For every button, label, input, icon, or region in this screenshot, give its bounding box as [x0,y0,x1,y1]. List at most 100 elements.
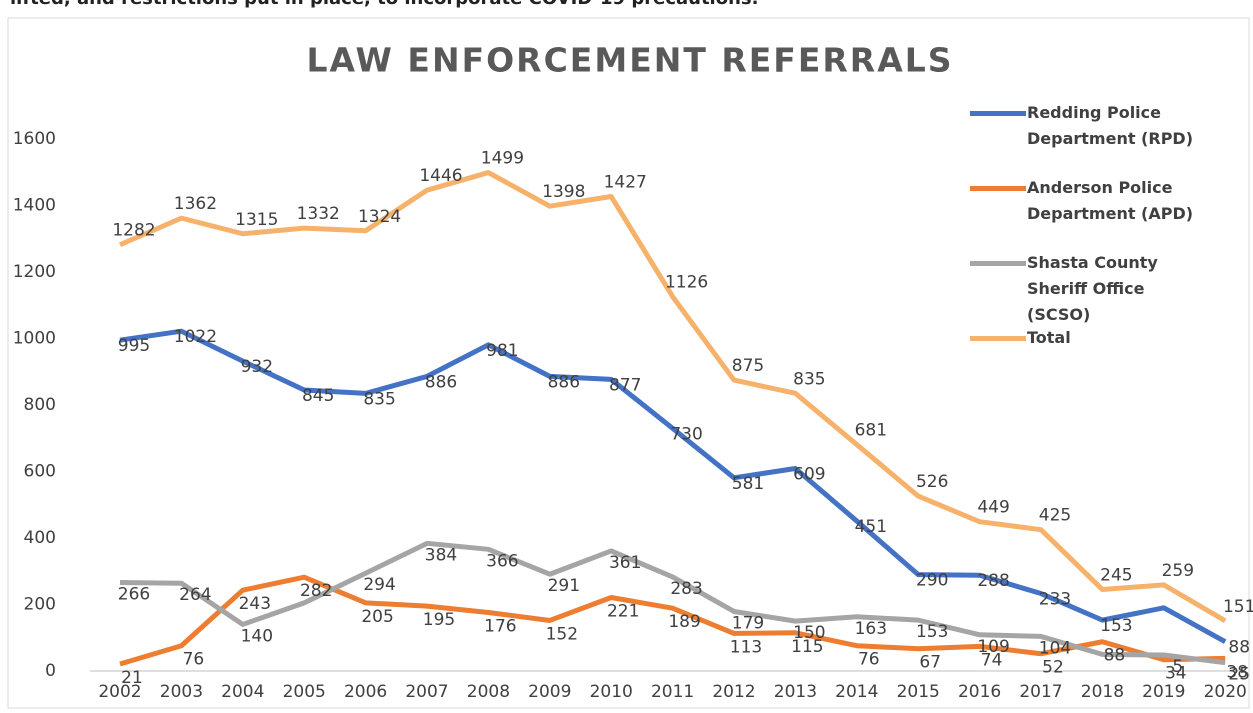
data-label: 282 [300,581,332,601]
legend-swatch [970,261,1026,266]
data-label: 291 [548,576,580,596]
data-label: 5 [1172,657,1183,677]
data-label: 25 [1228,665,1250,685]
legend-item: Redding Police Department (RPD) [970,100,1210,175]
data-label: 115 [791,637,823,657]
y-tick-label: 200 [24,595,56,615]
legend-label: Total [1027,328,1071,347]
data-label: 233 [1039,590,1071,610]
data-label: 264 [179,585,211,605]
data-label: 526 [916,472,948,492]
data-label: 153 [916,622,948,642]
series-line [119,328,1227,644]
x-tick-label: 2009 [528,682,571,702]
data-label: 179 [732,613,764,633]
data-label: 151 [1223,597,1253,617]
data-label: 76 [183,650,205,670]
data-label: 886 [425,372,457,392]
data-label: 681 [855,421,887,441]
data-label: 38 [1226,662,1248,682]
data-label: 1362 [174,194,217,214]
legend-item: Total [970,325,1210,400]
data-label: 1398 [542,182,585,202]
x-tick-label: 2002 [98,682,141,702]
data-label: 1126 [665,273,708,293]
data-label: 163 [855,619,887,639]
data-label: 581 [732,474,764,494]
data-label: 845 [302,386,334,406]
x-tick-label: 2018 [1081,682,1124,702]
data-label: 877 [609,375,641,395]
data-label: 67 [919,653,941,673]
legend-item: Anderson Police Department (APD) [970,175,1210,250]
x-tick-label: 2017 [1019,682,1062,702]
data-label: 52 [1042,658,1064,678]
data-label: 1282 [112,221,155,241]
x-tick-label: 2014 [835,682,878,702]
x-tick-label: 2005 [283,682,326,702]
data-label: 425 [1039,506,1071,526]
data-label: 283 [670,579,702,599]
y-tick-label: 0 [45,661,56,681]
data-label: 153 [1100,616,1132,636]
x-tick-label: 2011 [651,682,694,702]
data-label: 152 [546,624,578,644]
data-label: 294 [363,575,395,595]
legend-label: Shasta County Sheriff Office (SCSO) [1027,253,1158,324]
data-label: 366 [486,551,518,571]
data-label: 1499 [481,149,524,169]
chart-title: LAW ENFORCEMENT REFERRALS [306,41,953,80]
data-label: 451 [855,517,887,537]
data-label: 205 [361,607,393,627]
x-tick-label: 2003 [160,682,203,702]
data-label: 981 [486,341,518,361]
data-label: 288 [977,571,1009,591]
x-tick-label: 2010 [590,682,633,702]
y-tick-label: 800 [24,395,56,415]
data-label: 886 [548,372,580,392]
legend-label: Anderson Police Department (APD) [1027,178,1194,223]
data-label: 243 [239,594,271,614]
data-label: 195 [423,610,455,630]
data-label: 932 [241,357,273,377]
x-tick-label: 2008 [467,682,510,702]
data-label: 104 [1039,638,1071,658]
data-label: 21 [121,668,143,688]
data-label: 835 [793,369,825,389]
x-tick-label: 2020 [1204,682,1247,702]
page-note: lifted, and restrictions put in place, t… [10,0,758,9]
data-label: 245 [1100,566,1132,586]
y-tick-label: 400 [24,528,56,548]
data-label: 150 [793,623,825,643]
y-tick-label: 1200 [13,262,56,282]
data-label: 1022 [174,327,217,347]
data-label: 266 [118,585,150,605]
data-label: 1446 [419,166,462,186]
data-label: 1332 [297,204,340,224]
data-label: 361 [609,553,641,573]
x-tick-label: 2007 [405,682,448,702]
y-tick-label: 600 [24,462,56,482]
data-label: 140 [241,626,273,646]
y-tick-label: 1000 [13,329,56,349]
series-line [119,540,1226,666]
data-label: 449 [977,498,1009,518]
legend-swatch [970,336,1026,341]
y-tick-label: 1400 [13,196,56,216]
data-label: 88 [1228,638,1250,658]
data-label: 290 [916,571,948,591]
data-label: 384 [425,545,457,565]
series-line [119,574,1226,667]
data-label: 189 [668,612,700,632]
data-label: 875 [732,356,764,376]
data-label: 221 [607,602,639,622]
y-tick-label: 1600 [13,129,56,149]
legend: Redding Police Department (RPD) Anderson … [970,100,1210,400]
x-tick-label: 2019 [1142,682,1185,702]
legend-label: Redding Police Department (RPD) [1027,103,1194,148]
data-label: 88 [1104,646,1126,666]
data-label: 176 [484,616,516,636]
x-tick-label: 2016 [958,682,1001,702]
series-line [119,170,1227,623]
